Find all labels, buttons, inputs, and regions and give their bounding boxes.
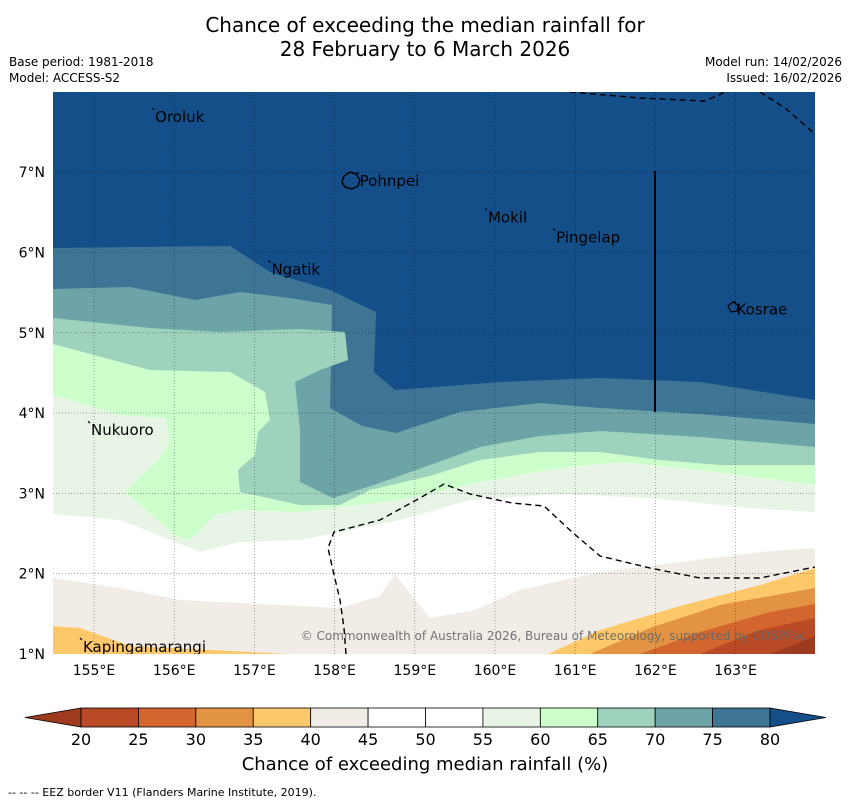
lon-tick-label: 158°E <box>313 663 356 679</box>
band-rust <box>700 618 815 654</box>
place-marker <box>268 260 271 263</box>
lat-tick-label: 1°N <box>19 647 45 663</box>
eez-footnote: -- -- -- EEZ border V11 (Flanders Marine… <box>8 786 317 799</box>
lon-tick-label: 161°E <box>554 663 597 679</box>
colorbar-max-arrow <box>769 707 827 728</box>
colorbar: 20 25 30 35 40 45 50 55 60 65 70 75 80 <box>24 707 827 749</box>
eez-borders <box>327 92 815 654</box>
graticule <box>53 92 815 654</box>
colorbar-tick-label: 75 <box>702 730 722 749</box>
place-label: Nukuoro <box>91 421 154 439</box>
colorbar-segment <box>252 707 312 728</box>
place-label: Pohnpei <box>360 172 420 190</box>
colorbar-tick-label: 25 <box>128 730 148 749</box>
lat-tick-label: 4°N <box>19 406 45 422</box>
lon-tick-label: 159°E <box>394 663 437 679</box>
colorbar-tick-label: 65 <box>588 730 608 749</box>
colorbar-tick-label: 20 <box>71 730 91 749</box>
colorbar-segment <box>310 707 369 728</box>
lat-tick-label: 7°N <box>19 165 45 181</box>
colorbar-tick-label: 45 <box>358 730 378 749</box>
meta-right: Model run: 14/02/2026 Issued: 16/02/2026 <box>705 54 842 86</box>
place-marker <box>484 207 488 211</box>
eez-border-top <box>569 92 815 135</box>
colorbar-min-arrow <box>24 707 82 728</box>
title-line-2: 28 February to 6 March 2026 <box>279 37 571 61</box>
lat-tick-label: 6°N <box>19 246 45 262</box>
colorbar-segment <box>597 707 656 728</box>
title-line-1: Chance of exceeding the median rainfall … <box>205 13 645 37</box>
place-label: Kosrae <box>737 301 788 319</box>
lat-tick-label: 2°N <box>19 567 45 583</box>
map-plot-area: Oroluk Pohnpei Mokil Pingelap Ngatik Kosrae Nu… <box>53 92 815 656</box>
pohnpei-island-shape <box>341 171 361 190</box>
place-label: Pingelap <box>556 228 620 246</box>
place-label: Ngatik <box>271 261 320 279</box>
colorbar-segment <box>80 707 139 728</box>
colorbar-tick-label: 70 <box>645 730 665 749</box>
colorbar-tick-label: 35 <box>243 730 263 749</box>
lon-tick-label: 156°E <box>153 663 196 679</box>
place-marker <box>733 300 737 304</box>
place-marker <box>151 107 155 111</box>
colorbar-segment <box>539 707 599 728</box>
place-marker <box>552 228 556 231</box>
latitude-labels: 7°N 6°N 5°N 4°N 3°N 2°N 1°N <box>19 165 45 663</box>
lon-tick-label: 162°E <box>634 663 677 679</box>
lat-tick-label: 5°N <box>19 326 45 342</box>
lon-tick-label: 163°E <box>714 663 757 679</box>
model-text: Model: ACCESS-S2 <box>9 71 121 85</box>
place-label: Mokil <box>488 208 527 226</box>
place-label: Oroluk <box>155 108 204 126</box>
colorbar-segment <box>482 707 541 728</box>
colorbar-label: Chance of exceeding median rainfall (%) <box>241 754 609 775</box>
base-period-text: Base period: 1981-2018 <box>9 55 154 69</box>
eez-border-south <box>327 483 815 654</box>
place-label: Kapingamarangi <box>83 638 206 656</box>
place-marker <box>87 420 91 424</box>
kosrae-island-shape <box>727 301 739 313</box>
colorbar-segment <box>367 707 426 728</box>
colorbar-tick-label: 50 <box>415 730 435 749</box>
place-labels: Oroluk Pohnpei Mokil Pingelap Ngatik Kosrae Nu… <box>79 107 788 656</box>
colorbar-segment <box>654 707 713 728</box>
colorbar-segment <box>425 707 484 728</box>
band-deep-rust <box>770 636 815 654</box>
colorbar-segment <box>712 707 771 728</box>
issued-text: Issued: 16/02/2026 <box>726 71 842 85</box>
lon-tick-label: 157°E <box>233 663 276 679</box>
lon-tick-label: 155°E <box>73 663 116 679</box>
map-title: Chance of exceeding the median rainfall … <box>0 13 850 61</box>
band-light-orange <box>53 568 815 654</box>
colorbar-segment <box>138 707 197 728</box>
colorbar-tick-label: 55 <box>473 730 493 749</box>
meta-left: Base period: 1981-2018 Model: ACCESS-S2 <box>9 54 154 86</box>
colorbar-segment <box>195 707 254 728</box>
colorbar-tick-label: 30 <box>186 730 206 749</box>
colorbar-tick-label: 40 <box>300 730 320 749</box>
colorbar-tick-label: 60 <box>530 730 550 749</box>
model-run-text: Model run: 14/02/2026 <box>704 55 842 69</box>
lat-tick-label: 3°N <box>19 486 45 502</box>
lon-tick-label: 160°E <box>474 663 517 679</box>
longitude-labels: 155°E 156°E 157°E 158°E 159°E 160°E 161°E 162°E… <box>73 663 757 679</box>
place-marker <box>79 637 83 641</box>
copyright-text: © Commonwealth of Australia 2026, Bureau… <box>301 629 806 643</box>
place-marker <box>356 171 360 175</box>
colorbar-tick-label: 80 <box>760 730 780 749</box>
